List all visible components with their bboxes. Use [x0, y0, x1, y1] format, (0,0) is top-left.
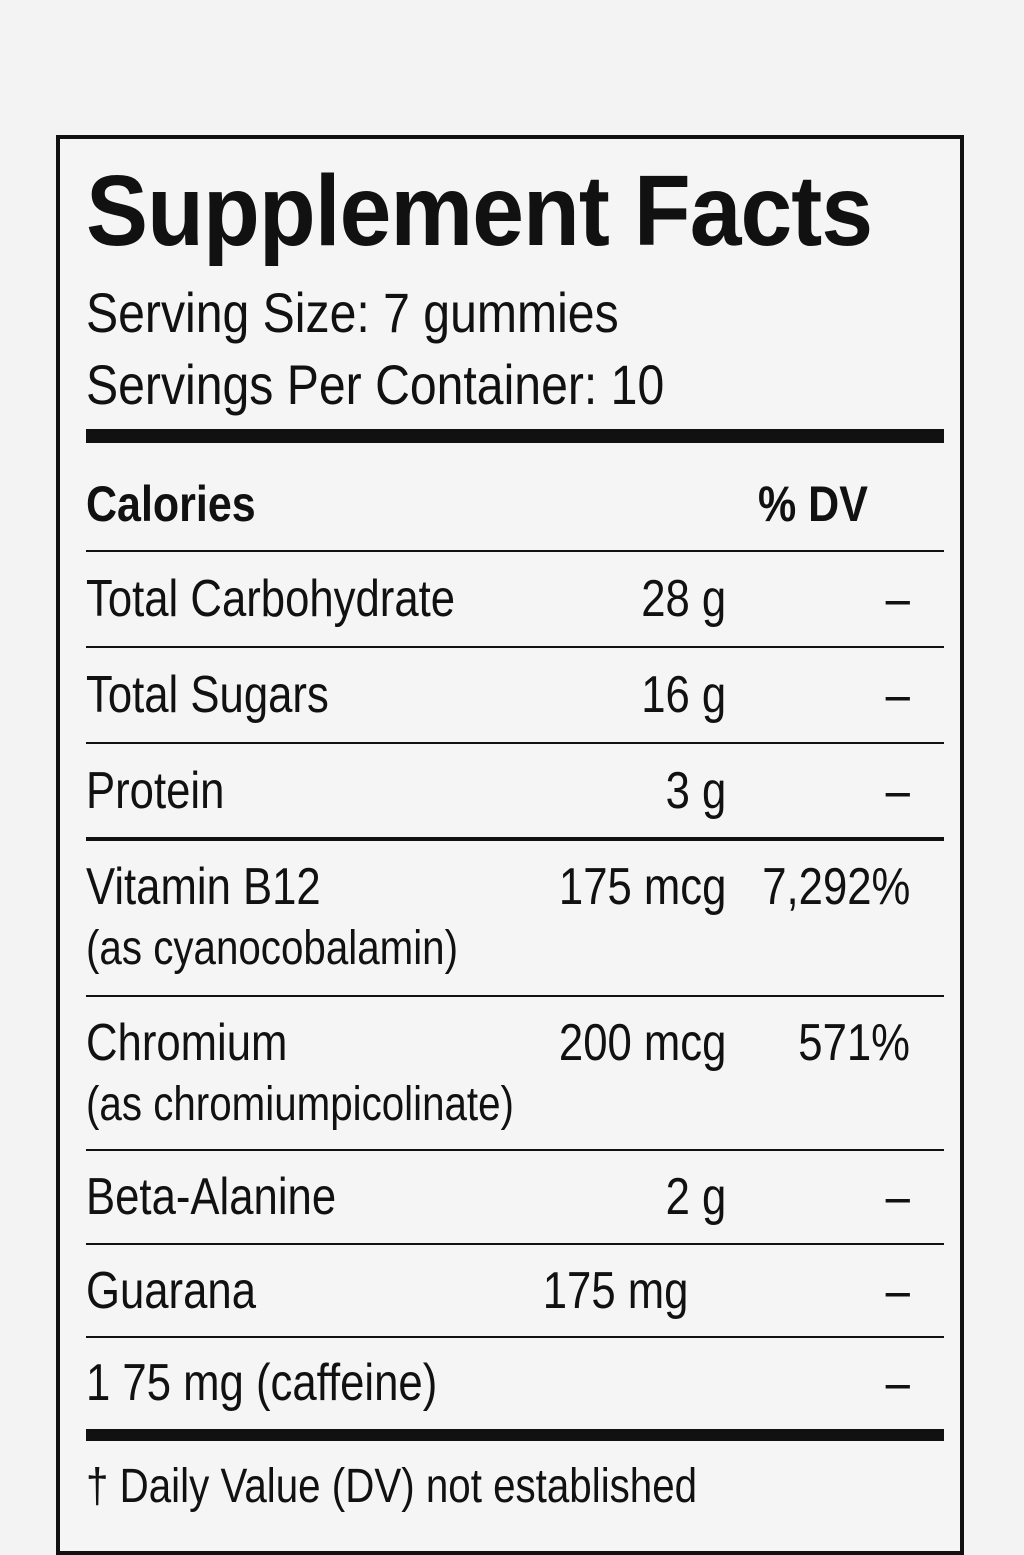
calories-header: Calories — [86, 476, 256, 532]
serving-size: Serving Size: 7 gummies — [86, 281, 619, 344]
nutrient-name: 1 75 mg (caffeine) — [86, 1354, 438, 1412]
nutrient-amount: 16 g — [640, 666, 726, 724]
divider — [86, 995, 944, 997]
nutrient-name: Total Carbohydrate — [86, 570, 456, 628]
nutrient-name: Total Sugars — [86, 666, 329, 724]
divider — [86, 646, 944, 648]
nutrient-dv: 571% — [798, 1014, 910, 1072]
nutrient-source: (as cyanocobalamin) — [86, 922, 459, 975]
nutrient-name: Vitamin B12 — [86, 858, 321, 916]
footnote: † Daily Value (DV) not established — [86, 1460, 698, 1513]
thick-divider — [86, 429, 944, 443]
supplement-facts-panel: Supplement Facts Serving Size: 7 gummies… — [56, 135, 964, 1555]
nutrient-amount: 28 g — [640, 570, 726, 628]
nutrient-dv: – — [885, 1354, 910, 1412]
panel-title: Supplement Facts — [86, 155, 873, 267]
nutrient-name: Beta-Alanine — [86, 1168, 337, 1226]
divider — [86, 742, 944, 744]
nutrient-amount: 3 g — [665, 762, 726, 820]
nutrient-dv: – — [885, 666, 910, 724]
divider — [86, 1149, 944, 1151]
nutrient-name: Guarana — [86, 1262, 256, 1320]
nutrient-name: Protein — [86, 762, 225, 820]
servings-per-container: Servings Per Container: 10 — [86, 353, 665, 416]
divider — [86, 1243, 944, 1245]
nutrient-amount: 200 mcg — [558, 1014, 726, 1072]
nutrient-name: Chromium — [86, 1014, 288, 1072]
nutrient-dv: 7,292% — [761, 858, 910, 916]
nutrient-dv: – — [885, 1168, 910, 1226]
thick-divider — [86, 1429, 944, 1441]
nutrient-amount: 175 mg — [542, 1262, 688, 1320]
divider — [86, 550, 944, 552]
divider — [86, 837, 944, 841]
nutrient-dv: – — [885, 762, 910, 820]
divider — [86, 1336, 944, 1338]
nutrient-dv: – — [885, 570, 910, 628]
nutrient-amount: 175 mcg — [558, 858, 726, 916]
nutrient-source: (as chromiumpicolinate) — [86, 1078, 514, 1131]
nutrient-dv: – — [885, 1262, 910, 1320]
nutrient-amount: 2 g — [665, 1168, 726, 1226]
dv-header: % DV — [758, 476, 868, 532]
